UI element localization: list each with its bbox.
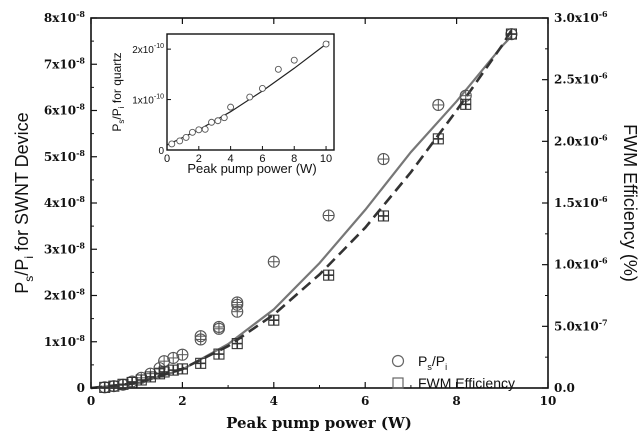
- fwm-data-point: [377, 210, 390, 222]
- x-tick-label: 0: [87, 394, 95, 408]
- fwm-data-point: [144, 371, 156, 383]
- fwm-data-point: [213, 348, 225, 360]
- left-y-tick-label: 8x10-8: [44, 9, 86, 25]
- legend-square-marker: [392, 377, 404, 389]
- inset-data-point: [246, 93, 254, 101]
- x-tick-label: 10: [540, 394, 557, 408]
- main-data-points: [98, 28, 518, 394]
- fwm-data-point: [99, 381, 111, 393]
- ps-pi-data-point: [377, 153, 390, 166]
- x-axis-label: Peak pump power (W): [226, 414, 412, 432]
- right-y-tick-label: 2.5x10-6: [554, 71, 608, 87]
- x-tick-label: 2: [178, 394, 186, 408]
- inset-x-tick-label: 2: [196, 153, 202, 165]
- right-y-tick-label: 5.0x10-7: [554, 317, 608, 333]
- left-y-tick-label: 5x10-8: [44, 148, 86, 164]
- right-y-axis-label: FWM Efficiency (%): [620, 124, 638, 282]
- left-y-tick-label: 6x10-8: [44, 102, 86, 118]
- inset-x-tick-label: 4: [228, 153, 234, 165]
- inset-x-axis-ticks: 0 2 4 6 8 10: [164, 146, 332, 165]
- fwm-data-point: [195, 357, 207, 369]
- inset-data-point: [322, 40, 330, 48]
- ps-pi-data-point: [194, 330, 207, 343]
- ps-pi-data-point: [267, 255, 280, 268]
- inset-x-tick-label: 10: [320, 153, 332, 165]
- right-y-tick-label: 1.5x10-6: [554, 194, 608, 210]
- fwm-data-point: [117, 378, 129, 390]
- fwm-fit-line: [90, 29, 513, 390]
- inset-data-point: [227, 103, 235, 111]
- right-y-axis-ticks: 0.0 5.0x10-7 1.0x10-6 1.5x10-6 2.0x10-6 2.5x1…: [542, 9, 608, 395]
- inset-data-point: [182, 133, 190, 141]
- inset-y-tick-label: 0: [158, 146, 164, 157]
- inset-data-point: [168, 140, 176, 148]
- fwm-data-point: [432, 133, 444, 145]
- legend-circle-marker: [391, 354, 405, 368]
- legend-entry-ps-pi: Ps/Pi: [391, 353, 447, 372]
- fwm-data-point: [323, 269, 335, 281]
- fwm-data-point: [231, 338, 243, 350]
- right-y-tick-label: 2.0x10-6: [554, 132, 608, 148]
- right-y-tick-label: 0.0: [554, 381, 575, 395]
- fwm-data-point: [176, 363, 188, 375]
- fwm-data-point: [126, 376, 138, 389]
- left-y-axis-ticks: 0 1x10-8 2x10-8 3x10-8 4x10-8 5x10-8 6x10-8 7x1…: [44, 9, 97, 395]
- legend-label-ps-pi: Ps/Pi: [418, 353, 447, 372]
- x-tick-label: 6: [361, 394, 369, 408]
- inset-data-point: [214, 117, 222, 125]
- inset-data-point: [176, 137, 184, 145]
- fwm-data-point: [108, 380, 120, 392]
- fwm-data-point: [460, 98, 472, 110]
- inset-y-axis-label: Ps/Pi for quartz: [110, 52, 126, 131]
- ps-pi-data-point: [176, 348, 189, 361]
- inset-y-axis-ticks: 0 1x10-10 2x10-10: [132, 43, 171, 157]
- legend: Ps/Pi FWM Efficiency: [391, 353, 515, 391]
- right-y-tick-label: 1.0x10-6: [554, 256, 608, 272]
- ps-pi-data-point: [167, 351, 180, 364]
- fwm-data-point: [505, 28, 517, 40]
- inset-data-point: [201, 125, 209, 133]
- inset-y-tick-label: 2x10-10: [132, 43, 164, 56]
- right-y-tick-label: 3.0x10-6: [554, 9, 608, 25]
- inset-x-axis-label: Peak pump power (W): [187, 161, 316, 176]
- inset-y-tick-label: 1x10-10: [132, 94, 164, 107]
- ps-pi-data-point: [212, 320, 226, 334]
- ps-pi-data-point: [158, 355, 171, 368]
- legend-label-fwm: FWM Efficiency: [418, 375, 515, 391]
- inset-data-point: [220, 114, 228, 122]
- main-fit-lines: [90, 29, 513, 390]
- ps-pi-data-point: [231, 296, 244, 309]
- fwm-data-point: [167, 364, 179, 376]
- inset-x-tick-label: 6: [259, 153, 265, 165]
- inset-x-tick-label: 0: [164, 153, 170, 165]
- left-y-tick-label: 4x10-8: [44, 194, 86, 210]
- inset-data-point: [208, 118, 215, 126]
- left-y-tick-label: 0: [77, 381, 85, 395]
- x-tick-label: 8: [452, 394, 460, 408]
- fwm-data-point: [158, 366, 170, 378]
- inset-data-point: [188, 128, 196, 136]
- ps-pi-data-point: [432, 98, 445, 111]
- legend-entry-fwm: FWM Efficiency: [392, 375, 515, 391]
- inset-x-tick-label: 8: [291, 153, 297, 165]
- left-y-tick-label: 2x10-8: [44, 287, 86, 303]
- left-y-tick-label: 3x10-8: [44, 240, 86, 256]
- fwm-data-point: [135, 374, 147, 386]
- inset-data-point: [290, 56, 298, 64]
- inset-data-point: [258, 85, 266, 92]
- x-tick-label: 4: [270, 394, 278, 408]
- inset-data-point: [195, 126, 203, 134]
- inset-data-points: [168, 40, 330, 148]
- left-y-tick-label: 7x10-8: [44, 55, 86, 71]
- x-axis-ticks: 0 2 4 6 8 10: [87, 18, 557, 408]
- left-y-tick-label: 1x10-8: [44, 333, 86, 349]
- inset-data-point: [274, 65, 282, 73]
- left-y-axis-label: Ps/Pi for SWNT Device: [12, 112, 36, 293]
- fwm-data-point: [268, 314, 280, 326]
- inset-chart: 0 2 4 6 8 10 0 1x10-10 2x10-10 Peak pump power …: [110, 33, 335, 176]
- ps-pi-data-point: [322, 209, 335, 222]
